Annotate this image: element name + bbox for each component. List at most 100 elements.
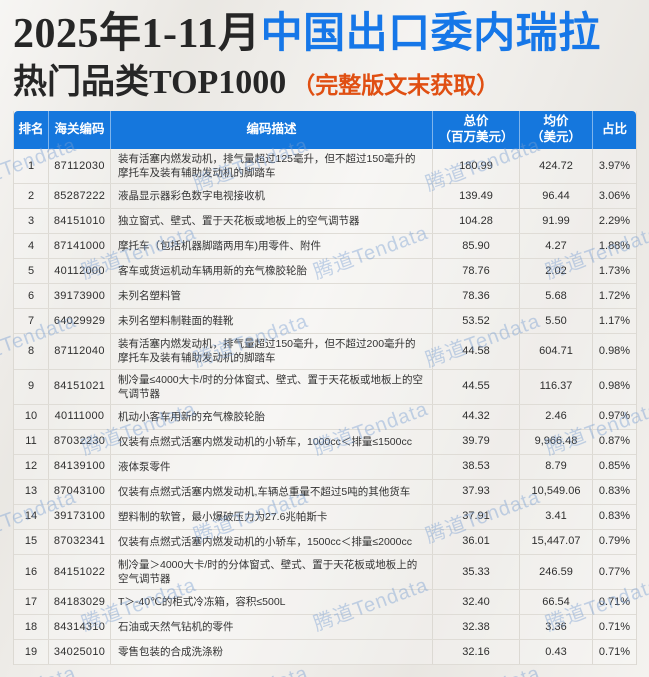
cell-code: 84151021 <box>48 369 110 404</box>
cell-share: 0.71% <box>592 615 636 640</box>
cell-desc: 制冷量＞4000大卡/时的分体窗式、壁式、置于天花板或地板上的空气调节器 <box>110 554 432 590</box>
column-header-share: 占比 <box>592 110 636 149</box>
cell-rank: 3 <box>27 214 35 227</box>
table-header-row: 排名 海关编码 编码描述 总价 （百万美元） 均价 （美元） 占比 <box>14 110 636 149</box>
cell-share: 0.83% <box>592 479 636 504</box>
cell-total: 32.16 <box>432 640 519 665</box>
cell-desc: 独立窗式、壁式、置于天花板或地板上的空气调节器 <box>110 209 432 234</box>
cell-share: 1.17% <box>592 309 636 334</box>
cell-avg: 246.59 <box>519 554 592 590</box>
cell-rank: 5 <box>27 264 35 277</box>
table-row: 13 87043100 仅装有点燃式活塞内燃发动机,车辆总重量不超过5吨的其他货车 3… <box>14 479 636 505</box>
cell-avg: 424.72 <box>519 148 592 184</box>
cell-code: 85287222 <box>48 184 110 209</box>
table-row: 15 87032341 仅装有点燃式活塞内燃发动机的小轿车，1500cc＜排量≤20… <box>14 529 636 555</box>
table-row: 3 84151010 独立窗式、壁式、置于天花板或地板上的空气调节器 104.28 91… <box>14 209 636 235</box>
cell-desc: 机动小客车用新的充气橡胶轮胎 <box>110 404 432 429</box>
cell-code: 40112000 <box>48 259 110 284</box>
cell-code: 64029929 <box>48 309 110 334</box>
cell-code: 87032341 <box>48 529 110 554</box>
cell-desc: 石油或天然气钻机的零件 <box>110 615 432 640</box>
cell-desc: 制冷量≤4000大卡/时的分体窗式、壁式、置于天花板或地板上的空气调节器 <box>110 369 432 404</box>
cell-avg: 9,966.48 <box>519 429 592 454</box>
cell-desc: 仅装有点燃式活塞内燃发动机的小轿车，1500cc＜排量≤2000cc <box>110 529 432 554</box>
table-row: 7 64029929 未列名塑料制鞋面的鞋靴 53.52 5.50 1.17% <box>14 309 636 335</box>
cell-rank: 2 <box>27 189 35 202</box>
cell-rank: 15 <box>24 535 38 548</box>
cell-code: 84139100 <box>48 454 110 479</box>
cell-share: 0.87% <box>592 429 636 454</box>
cell-avg: 5.68 <box>519 284 592 309</box>
cell-total: 53.52 <box>432 309 519 334</box>
cell-total: 32.38 <box>432 615 519 640</box>
cell-rank: 13 <box>24 485 38 498</box>
cell-avg: 2.02 <box>519 259 592 284</box>
cell-total: 104.28 <box>432 209 519 234</box>
cell-share: 2.29% <box>592 209 636 234</box>
cell-code: 39173100 <box>48 504 110 529</box>
cell-rank: 6 <box>27 289 35 302</box>
cell-desc: 客车或货运机动车辆用新的充气橡胶轮胎 <box>110 259 432 284</box>
cell-rank: 7 <box>27 314 35 327</box>
cell-share: 0.77% <box>592 554 636 590</box>
cell-rank: 16 <box>24 565 38 578</box>
cell-share: 1.88% <box>592 234 636 259</box>
table-row: 9 84151021 制冷量≤4000大卡/时的分体窗式、壁式、置于天花板或地板上的… <box>14 369 636 405</box>
cell-total: 85.90 <box>432 234 519 259</box>
cell-rank: 17 <box>24 595 38 608</box>
cell-total: 39.79 <box>432 429 519 454</box>
subtitle-note: （完整版文末获取） <box>292 72 500 98</box>
cell-code: 87032230 <box>48 429 110 454</box>
table-row: 19 34025010 零售包装的合成洗涤粉 32.16 0.43 0.71% <box>14 640 636 666</box>
column-header-total: 总价 （百万美元） <box>432 110 519 149</box>
cell-desc: T＞-40℃的柜式冷冻箱，容积≤500L <box>110 590 432 615</box>
cell-total: 36.01 <box>432 529 519 554</box>
cell-desc: 摩托车（包括机器脚踏两用车)用零件、附件 <box>110 234 432 259</box>
table-row: 12 84139100 液体泵零件 38.53 8.79 0.85% <box>14 454 636 480</box>
cell-avg: 3.41 <box>519 504 592 529</box>
cell-share: 0.71% <box>592 590 636 615</box>
table-row: 6 39173900 未列名塑料管 78.36 5.68 1.72% <box>14 284 636 310</box>
cell-avg: 0.43 <box>519 640 592 665</box>
cell-total: 44.55 <box>432 369 519 404</box>
column-header-desc: 编码描述 <box>110 110 432 149</box>
cell-avg: 66.54 <box>519 590 592 615</box>
cell-total: 37.91 <box>432 504 519 529</box>
cell-total: 32.40 <box>432 590 519 615</box>
cell-share: 3.97% <box>592 148 636 184</box>
table-row: 4 87141000 摩托车（包括机器脚踏两用车)用零件、附件 85.90 4.27 1.… <box>14 234 636 260</box>
cell-code: 87043100 <box>48 479 110 504</box>
cell-rank: 10 <box>24 410 38 423</box>
cell-rank: 9 <box>27 380 35 393</box>
cell-rank: 12 <box>24 460 38 473</box>
cell-code: 39173900 <box>48 284 110 309</box>
cell-code: 40111000 <box>48 404 110 429</box>
cell-desc: 仅装有点燃式活塞内燃发动机,车辆总重量不超过5吨的其他货车 <box>110 479 432 504</box>
cell-desc: 装有活塞内燃发动机，排气量超过125毫升，但不超过150毫升的摩托车及装有辅助发… <box>110 148 432 184</box>
cell-rank: 11 <box>25 435 37 448</box>
cell-desc: 液晶显示器彩色数字电视接收机 <box>110 184 432 209</box>
cell-rank: 1 <box>27 159 35 172</box>
cell-total: 44.32 <box>432 404 519 429</box>
cell-avg: 96.44 <box>519 184 592 209</box>
table-row: 10 40111000 机动小客车用新的充气橡胶轮胎 44.32 2.46 0.97% <box>14 404 636 430</box>
cell-rank: 18 <box>24 620 38 633</box>
page-title: 2025年1-11月中国出口委内瑞拉 <box>13 10 637 59</box>
cell-rank: 14 <box>24 510 38 523</box>
cell-share: 0.97% <box>592 404 636 429</box>
cell-share: 0.98% <box>592 369 636 404</box>
cell-code: 87141000 <box>48 234 110 259</box>
cell-avg: 116.37 <box>519 369 592 404</box>
cell-share: 0.83% <box>592 504 636 529</box>
column-header-avg: 均价 （美元） <box>519 110 592 149</box>
cell-desc: 液体泵零件 <box>110 454 432 479</box>
cell-total: 180.99 <box>432 148 519 184</box>
cell-desc: 零售包装的合成洗涤粉 <box>110 640 432 665</box>
cell-total: 78.36 <box>432 284 519 309</box>
cell-code: 87112030 <box>48 148 110 184</box>
cell-code: 84151010 <box>48 209 110 234</box>
table-row: 8 87112040 装有活塞内燃发动机，排气量超过150毫升，但不超过200毫升的… <box>14 334 636 370</box>
table-row: 16 84151022 制冷量＞4000大卡/时的分体窗式、壁式、置于天花板或地板上… <box>14 554 636 591</box>
cell-avg: 2.46 <box>519 404 592 429</box>
